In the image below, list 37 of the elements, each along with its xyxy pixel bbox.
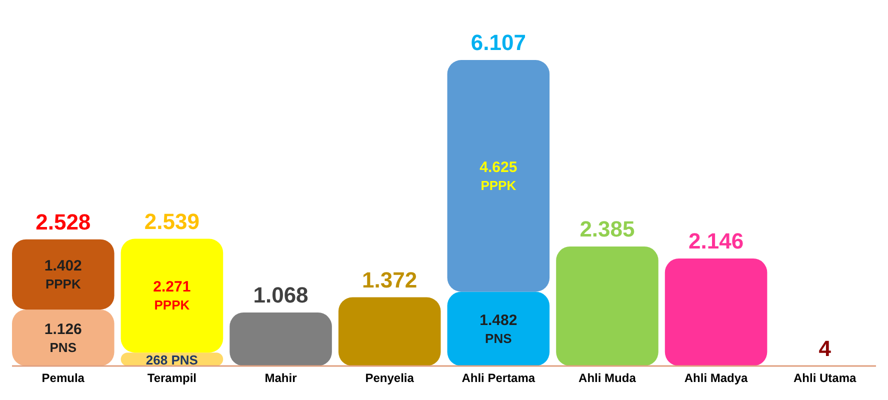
data-label: 1.402 xyxy=(44,257,82,274)
bar xyxy=(12,239,114,310)
bar xyxy=(447,60,550,292)
bar xyxy=(338,297,441,366)
total-label: 1.372 xyxy=(362,267,418,292)
bar xyxy=(230,312,332,366)
bar xyxy=(447,292,550,366)
x-tick-label: Terampil xyxy=(147,371,197,385)
text: PPPK xyxy=(480,178,516,193)
total-label: 2.539 xyxy=(144,208,200,234)
x-tick-label: Ahli Utama xyxy=(794,371,857,385)
data-label: 2.271 xyxy=(153,278,191,296)
x-tick-label: Ahli Muda xyxy=(578,371,636,385)
x-tick-label: Ahli Pertama xyxy=(462,371,536,385)
x-tick-label: Pemula xyxy=(42,371,85,385)
text: PNS xyxy=(50,340,77,355)
total-label: 4 xyxy=(818,336,832,361)
series-label: PNS xyxy=(171,352,198,368)
x-tick-label: Penyelia xyxy=(365,371,414,385)
total-label: 1.068 xyxy=(253,282,308,308)
data-label: 1.126 xyxy=(44,320,82,338)
data-label: 1.482 xyxy=(480,312,518,329)
x-tick-label: Mahir xyxy=(264,371,298,385)
series-label: PPPK xyxy=(45,276,82,292)
bar xyxy=(556,246,658,366)
text: PNS xyxy=(485,330,512,346)
bar xyxy=(664,258,768,366)
data-label: 4.625 xyxy=(480,158,518,176)
total-label: 2.385 xyxy=(580,216,635,242)
text: PPPK xyxy=(154,298,190,313)
total-label: 2.528 xyxy=(36,209,91,234)
total-label: 2.146 xyxy=(688,228,744,254)
bar xyxy=(12,310,114,366)
total-label: 6.107 xyxy=(470,30,526,55)
bar xyxy=(120,238,224,353)
data-label: 268 xyxy=(146,352,168,368)
x-tick-label: Ahli Madya xyxy=(684,371,748,385)
